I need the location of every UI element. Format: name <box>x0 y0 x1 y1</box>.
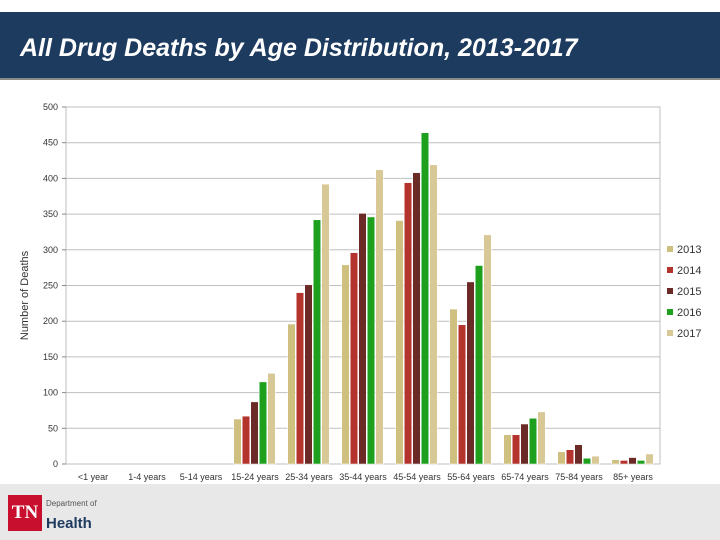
y-tick-label: 350 <box>43 209 58 219</box>
bar-2016-4 <box>313 219 321 465</box>
bar-2014-3 <box>242 415 250 465</box>
bar-2014-6 <box>404 182 412 465</box>
y-tick-label: 50 <box>48 423 58 433</box>
footer <box>0 484 720 540</box>
x-tick-label: 45-54 years <box>393 472 441 482</box>
bar-2014-4 <box>296 292 304 465</box>
bar-2016-6 <box>421 132 429 465</box>
bar-2015-10 <box>628 457 637 465</box>
x-tick-label: 35-44 years <box>339 472 387 482</box>
y-tick-label: 100 <box>43 388 58 398</box>
bar-2014-5 <box>350 252 358 465</box>
bar-2014-10 <box>620 460 628 465</box>
bar-2015-5 <box>358 213 367 465</box>
bar-2013-9 <box>557 451 566 465</box>
y-tick-label: 150 <box>43 352 58 362</box>
x-tick-label: 65-74 years <box>501 472 549 482</box>
bar-2013-5 <box>341 264 350 465</box>
x-tick-label: 85+ years <box>613 472 653 482</box>
bar-2014-7 <box>458 324 466 465</box>
logo-abbr: TN <box>8 495 42 531</box>
legend-label-2016: 2016 <box>677 307 701 319</box>
legend-label-2017: 2017 <box>677 328 701 340</box>
bar-2016-3 <box>259 381 267 465</box>
bar-2013-3 <box>233 418 242 465</box>
legend-swatch-2017 <box>667 330 673 336</box>
bar-2016-9 <box>583 458 591 465</box>
bar-2015-4 <box>304 284 313 465</box>
bar-2013-10 <box>611 459 620 465</box>
bar-2013-8 <box>503 434 512 465</box>
page-title: All Drug Deaths by Age Distribution, 201… <box>20 34 578 62</box>
y-tick-label: 0 <box>53 459 58 469</box>
x-tick-label: 55-64 years <box>447 472 495 482</box>
bar-chart: 0 50 100 150 200 250 300 350 400 450 500 Number of … <box>19 102 701 482</box>
title-bar: All Drug Deaths by Age Distribution, 201… <box>0 12 720 78</box>
title-underline <box>0 78 720 80</box>
bar-2014-9 <box>566 449 574 465</box>
legend-label-2015: 2015 <box>677 286 701 298</box>
legend-label-2013: 2013 <box>677 244 701 256</box>
y-tick-label: 500 <box>43 102 58 112</box>
y-tick-label: 200 <box>43 316 58 326</box>
y-tick-label: 400 <box>43 173 58 183</box>
bar-2017-10 <box>645 453 654 465</box>
bar-2015-3 <box>250 401 259 465</box>
y-tick-label: 450 <box>43 138 58 148</box>
x-tick-label: 1-4 years <box>128 472 166 482</box>
tn-health-logo: TN Department of Health <box>8 495 118 535</box>
x-tick-label: 15-24 years <box>231 472 279 482</box>
bar-2014-8 <box>512 434 520 465</box>
y-tick-label: 300 <box>43 245 58 255</box>
logo-dept: Department of <box>46 499 97 508</box>
bar-2013-7 <box>449 308 458 465</box>
legend-swatch-2013 <box>667 246 673 252</box>
bar-2013-6 <box>395 220 404 465</box>
bar-2016-10 <box>637 460 645 465</box>
legend-swatch-2016 <box>667 309 673 315</box>
bar-2016-7 <box>475 265 483 465</box>
bar-2015-9 <box>574 444 583 465</box>
y-tick-label: 250 <box>43 281 58 291</box>
x-tick-label: 25-34 years <box>285 472 333 482</box>
bar-2017-8 <box>537 411 546 465</box>
bar-2017-6 <box>429 164 438 465</box>
bar-2017-3 <box>267 373 276 465</box>
bar-2015-6 <box>412 172 421 465</box>
bar-2017-7 <box>483 234 492 465</box>
bar-2015-7 <box>466 281 475 465</box>
y-axis-label: Number of Deaths <box>19 250 31 340</box>
bar-2016-5 <box>367 216 375 465</box>
bar-2013-4 <box>287 323 296 465</box>
x-tick-label: 75-84 years <box>555 472 603 482</box>
logo-health: Health <box>46 515 92 532</box>
x-tick-label: 5-14 years <box>180 472 223 482</box>
legend-swatch-2015 <box>667 288 673 294</box>
legend-swatch-2014 <box>667 267 673 273</box>
legend-label-2014: 2014 <box>677 265 701 277</box>
x-tick-label: <1 year <box>78 472 108 482</box>
bar-2017-5 <box>375 169 384 465</box>
bar-2017-9 <box>591 455 600 465</box>
bar-2017-4 <box>321 183 330 465</box>
bar-2016-8 <box>529 418 537 465</box>
bar-2015-8 <box>520 423 529 465</box>
